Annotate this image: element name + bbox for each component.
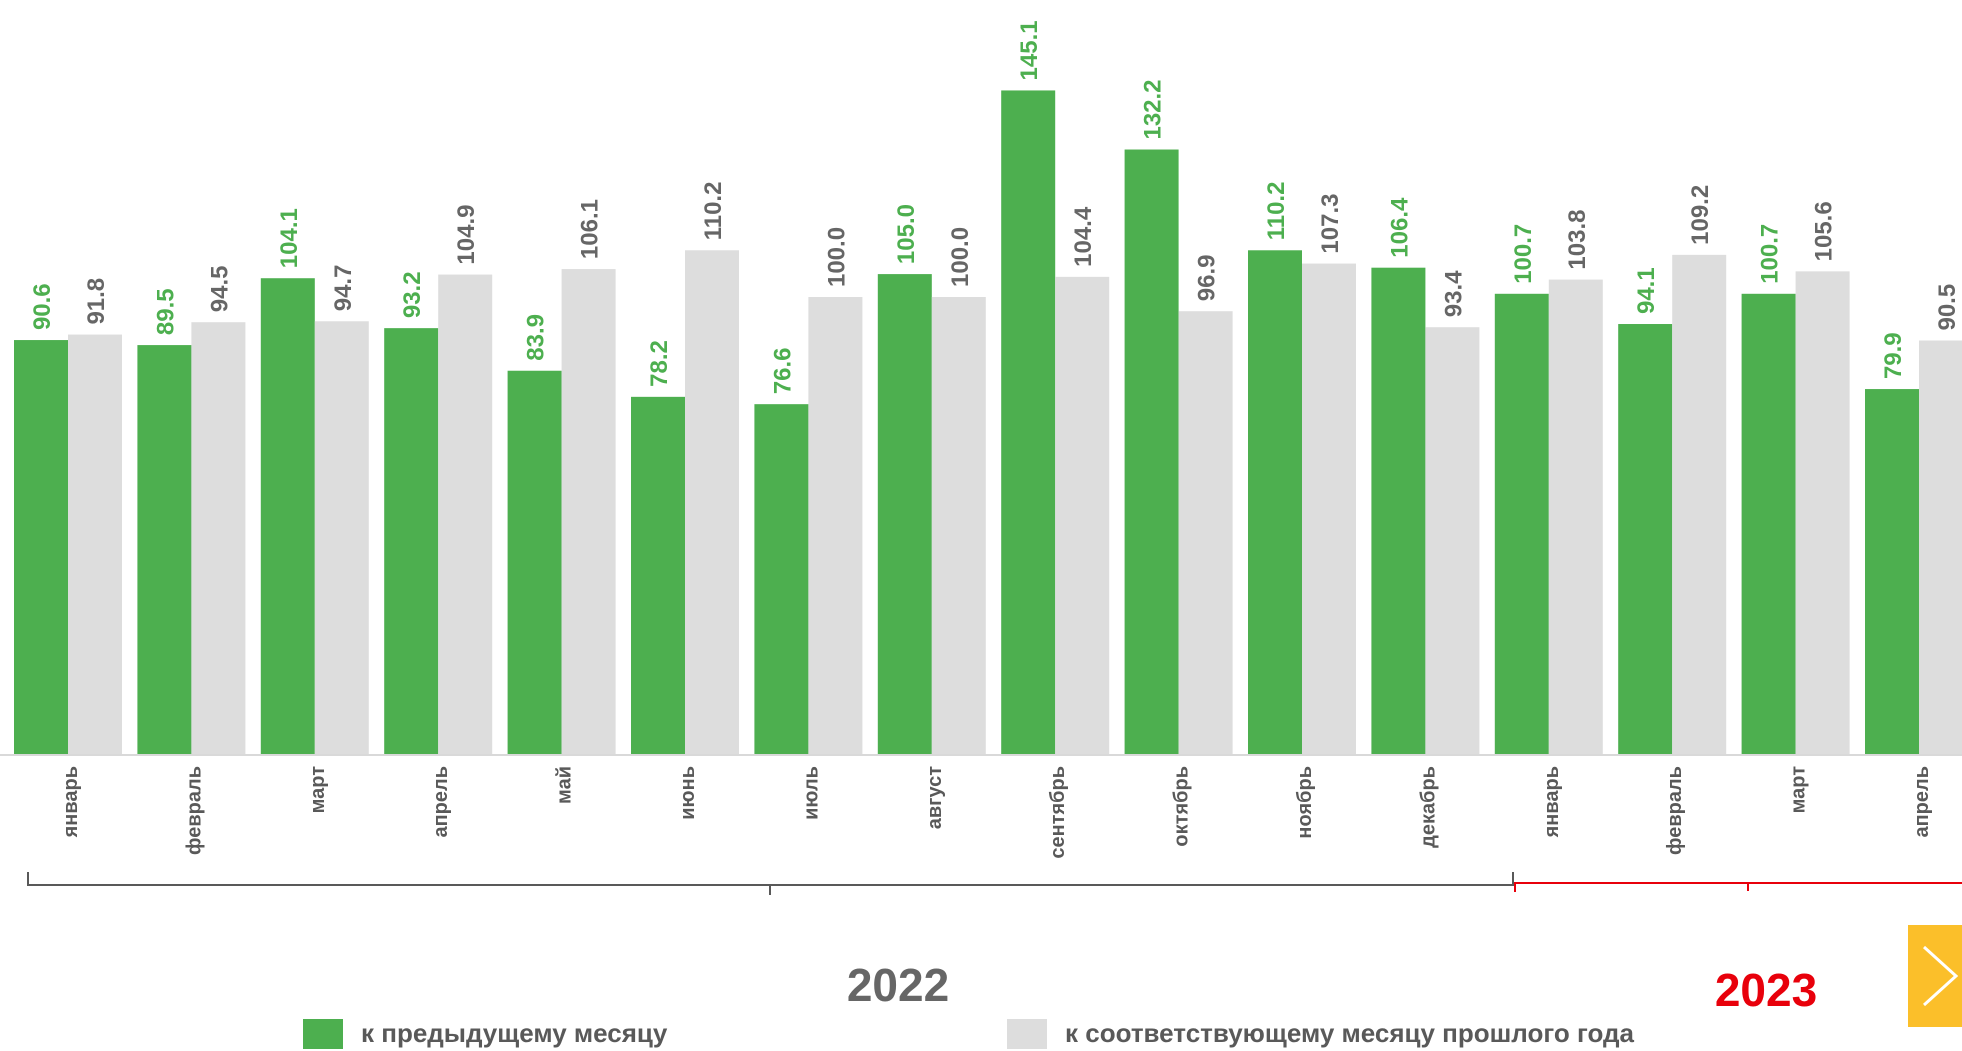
data-label-yoy-5: 110.2 xyxy=(700,182,727,241)
data-label-prev-month-12: 100.7 xyxy=(1510,224,1537,284)
bar-yoy-4 xyxy=(561,269,616,755)
legend-item-same-month-last-year: к соответствующему месяцу прошлого года xyxy=(1007,1018,1634,1049)
bar-prev-month-11 xyxy=(1371,267,1426,755)
next-slide-button[interactable] xyxy=(1908,925,1962,1027)
category-label-6: июль xyxy=(800,766,822,820)
bar-prev-month-14 xyxy=(1741,293,1796,755)
bar-prev-month-3 xyxy=(384,328,439,755)
bar-yoy-11 xyxy=(1425,327,1480,755)
data-label-yoy-15: 90.5 xyxy=(1934,284,1961,331)
bar-prev-month-8 xyxy=(1001,90,1056,755)
bar-prev-month-2 xyxy=(260,278,315,755)
bar-yoy-3 xyxy=(438,274,493,755)
category-label-13: февраль xyxy=(1664,766,1686,855)
bar-prev-month-0 xyxy=(14,340,68,755)
category-label-4: май xyxy=(554,766,576,804)
data-label-yoy-6: 100.0 xyxy=(823,227,850,287)
data-label-yoy-10: 107.3 xyxy=(1317,194,1344,254)
data-label-prev-month-4: 83.9 xyxy=(523,314,550,361)
year-label-2023: 2023 xyxy=(1714,964,1818,1016)
data-label-prev-month-10: 110.2 xyxy=(1263,182,1290,241)
data-label-prev-month-9: 132.2 xyxy=(1140,79,1167,139)
legend-swatch-gray xyxy=(1007,1018,1047,1049)
data-label-yoy-8: 104.4 xyxy=(1070,206,1097,267)
category-label-15: апрель xyxy=(1911,766,1933,838)
bar-prev-month-5 xyxy=(631,396,685,755)
category-label-7: август xyxy=(924,766,946,829)
bar-yoy-10 xyxy=(1302,263,1356,755)
bracket-2023 xyxy=(1514,882,1962,892)
category-label-5: июнь xyxy=(677,766,699,820)
data-label-yoy-13: 109.2 xyxy=(1687,185,1714,245)
category-label-11: декабрь xyxy=(1417,766,1439,848)
bar-yoy-7 xyxy=(931,297,986,755)
category-label-12: январь xyxy=(1541,766,1563,838)
legend-swatch-green xyxy=(303,1018,343,1049)
category-label-0: январь xyxy=(60,766,82,838)
data-label-prev-month-3: 93.2 xyxy=(399,271,426,318)
data-label-yoy-14: 105.6 xyxy=(1811,201,1838,261)
data-label-prev-month-7: 105.0 xyxy=(893,204,920,264)
data-label-yoy-0: 91.8 xyxy=(83,278,110,325)
category-label-14: март xyxy=(1788,766,1810,814)
data-label-yoy-11: 93.4 xyxy=(1440,270,1467,317)
year-label-2022: 2022 xyxy=(846,959,950,1011)
bar-prev-month-7 xyxy=(877,274,932,755)
data-label-prev-month-11: 106.4 xyxy=(1386,197,1413,258)
bar-yoy-9 xyxy=(1178,311,1233,755)
bar-yoy-12 xyxy=(1548,279,1603,755)
bar-prev-month-12 xyxy=(1494,293,1549,755)
bar-yoy-13 xyxy=(1672,254,1727,755)
bar-yoy-6 xyxy=(808,297,863,755)
category-label-1: февраль xyxy=(183,766,205,855)
data-label-prev-month-14: 100.7 xyxy=(1757,224,1784,284)
chevron-right-icon xyxy=(1922,945,1959,1007)
bracket-2022 xyxy=(27,872,1514,895)
bar-yoy-14 xyxy=(1795,271,1850,755)
legend-item-previous-month: к предыдущему месяцу xyxy=(303,1018,667,1049)
category-label-9: октябрь xyxy=(1171,766,1193,847)
data-label-prev-month-8: 145.1 xyxy=(1016,20,1043,80)
data-label-prev-month-2: 104.1 xyxy=(276,208,303,268)
data-label-prev-month-1: 89.5 xyxy=(152,288,179,335)
data-label-yoy-1: 94.5 xyxy=(206,265,233,312)
bar-prev-month-4 xyxy=(507,370,562,755)
category-label-8: сентябрь xyxy=(1047,766,1069,859)
data-label-yoy-12: 103.8 xyxy=(1564,210,1591,270)
bar-yoy-15 xyxy=(1919,340,1962,755)
data-label-prev-month-6: 76.6 xyxy=(769,347,796,394)
data-label-yoy-4: 106.1 xyxy=(577,199,604,259)
category-label-3: апрель xyxy=(430,766,452,838)
data-label-prev-month-0: 90.6 xyxy=(29,283,56,330)
bar-prev-month-9 xyxy=(1124,149,1179,756)
bar-yoy-0 xyxy=(68,334,122,755)
data-label-yoy-3: 104.9 xyxy=(453,204,480,264)
data-label-yoy-7: 100.0 xyxy=(947,227,974,287)
bar-prev-month-6 xyxy=(754,404,809,755)
legend-label-same-month-last-year: к соответствующему месяцу прошлого года xyxy=(1065,1018,1634,1048)
bar-yoy-1 xyxy=(191,322,246,755)
bar-yoy-8 xyxy=(1055,276,1110,755)
bar-prev-month-1 xyxy=(137,345,192,755)
data-label-prev-month-13: 94.1 xyxy=(1633,267,1660,314)
bar-prev-month-13 xyxy=(1618,324,1673,755)
bar-prev-month-15 xyxy=(1865,389,1919,755)
bar-prev-month-10 xyxy=(1248,250,1302,755)
category-label-10: ноябрь xyxy=(1294,766,1316,839)
data-label-yoy-9: 96.9 xyxy=(1194,254,1221,301)
data-label-prev-month-15: 79.9 xyxy=(1880,332,1907,379)
data-label-yoy-2: 94.7 xyxy=(330,265,357,312)
bar-yoy-5 xyxy=(685,250,739,755)
bar-yoy-2 xyxy=(314,321,369,755)
category-label-2: март xyxy=(307,766,329,814)
data-label-prev-month-5: 78.2 xyxy=(646,340,673,387)
legend-label-previous-month: к предыдущему месяцу xyxy=(361,1018,668,1048)
